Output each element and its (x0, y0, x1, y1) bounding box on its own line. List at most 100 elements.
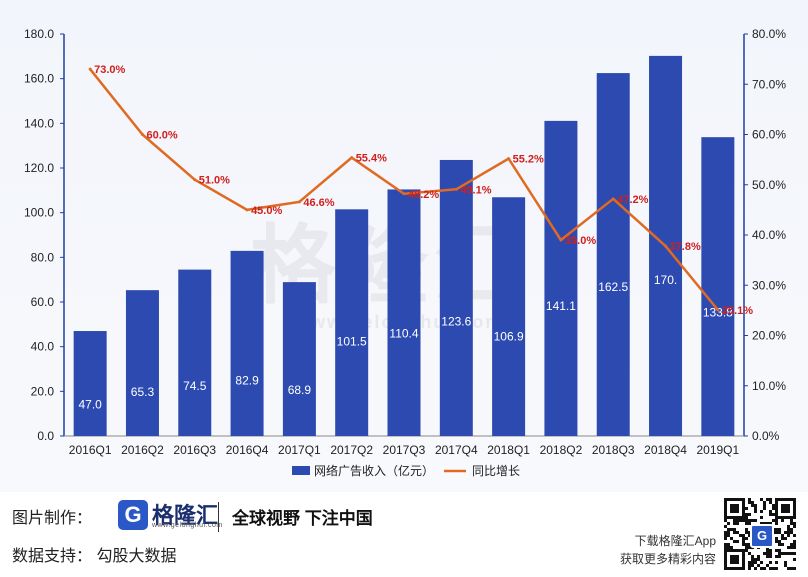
qr-module (724, 567, 727, 570)
x-tick-label: 2016Q4 (226, 443, 269, 457)
qr-module (739, 567, 742, 570)
qr-module (727, 522, 730, 525)
qr-module (766, 564, 769, 567)
qr-module (766, 555, 769, 558)
qr-module (784, 564, 787, 567)
qr-module (733, 522, 736, 525)
bar-value-label: 74.5 (183, 379, 207, 393)
qr-module (760, 567, 763, 570)
qr-module (775, 519, 778, 522)
qr-module (778, 531, 781, 534)
qr-module (724, 564, 727, 567)
qr-module (730, 546, 733, 549)
qr-module (778, 528, 781, 531)
qr-module (748, 513, 751, 516)
growth-value-label: 55.2% (513, 154, 544, 166)
qr-module (739, 549, 742, 552)
qr-module (781, 510, 784, 513)
qr-module (742, 534, 745, 537)
qr-module (736, 567, 739, 570)
qr-module (736, 561, 739, 564)
qr-module (739, 516, 742, 519)
qr-module (793, 498, 796, 501)
qr-module (742, 561, 745, 564)
bar (596, 73, 630, 436)
growth-point (193, 178, 197, 182)
qr-logo-icon: G (750, 524, 774, 548)
qr-module (745, 516, 748, 519)
growth-value-label: 37.8% (670, 241, 701, 253)
qr-module (730, 528, 733, 531)
qr-module (724, 507, 727, 510)
qr-module (754, 561, 757, 564)
qr-module (775, 510, 778, 513)
qr-module (736, 549, 739, 552)
qr-module (748, 543, 751, 546)
qr-module (760, 522, 763, 525)
qr-module (781, 552, 784, 555)
qr-module (742, 513, 745, 516)
qr-module (742, 540, 745, 543)
qr-module (733, 555, 736, 558)
qr-module (790, 498, 793, 501)
qr-module (787, 510, 790, 513)
qr-module (784, 504, 787, 507)
right-tick-label: 80.0% (752, 27, 786, 41)
qr-module (787, 552, 790, 555)
bar-value-label: 110.4 (389, 326, 418, 340)
made-by-label: 图片制作： (12, 510, 93, 527)
qr-module (724, 513, 727, 516)
qr-module (724, 546, 727, 549)
bar (125, 290, 159, 436)
qr-module (748, 567, 751, 570)
qr-module (751, 564, 754, 567)
qr-module (736, 507, 739, 510)
qr-module (760, 561, 763, 564)
qr-module (784, 507, 787, 510)
left-tick-label: 120.0 (24, 161, 54, 175)
qr-module (736, 498, 739, 501)
qr-module (751, 501, 754, 504)
left-tick-label: 20.0 (31, 384, 55, 398)
bar-value-label: 162.5 (598, 280, 628, 294)
qr-code[interactable]: G (724, 498, 796, 570)
qr-module (733, 528, 736, 531)
qr-module (775, 537, 778, 540)
growth-point (559, 238, 563, 242)
qr-module (766, 552, 769, 555)
qr-module (730, 504, 733, 507)
bar-value-label: 68.9 (288, 383, 312, 397)
qr-module (754, 507, 757, 510)
growth-point (402, 192, 406, 196)
qr-module (754, 558, 757, 561)
qr-module (748, 531, 751, 534)
more-content-text: 获取更多精彩内容 (619, 552, 716, 566)
qr-module (733, 504, 736, 507)
growth-point (454, 187, 458, 191)
qr-module (784, 510, 787, 513)
qr-module (742, 504, 745, 507)
left-tick-label: 100.0 (24, 206, 54, 220)
data-support: 数据支持： 勾股大数据 (12, 542, 176, 566)
qr-module (730, 507, 733, 510)
qr-module (778, 549, 781, 552)
qr-module (742, 537, 745, 540)
qr-module (742, 510, 745, 513)
qr-module (757, 555, 760, 558)
qr-module (751, 561, 754, 564)
qr-module (742, 543, 745, 546)
qr-module (787, 525, 790, 528)
bar-value-label: 123.6 (441, 315, 471, 329)
qr-module (769, 510, 772, 513)
x-tick-label: 2018Q1 (487, 443, 530, 457)
qr-module (724, 516, 727, 519)
qr-module (733, 540, 736, 543)
bar (335, 209, 369, 436)
qr-module (724, 558, 727, 561)
right-tick-label: 0.0% (752, 429, 780, 443)
qr-module (775, 501, 778, 504)
qr-module (790, 528, 793, 531)
qr-module (745, 543, 748, 546)
qr-module (736, 516, 739, 519)
qr-module (769, 513, 772, 516)
